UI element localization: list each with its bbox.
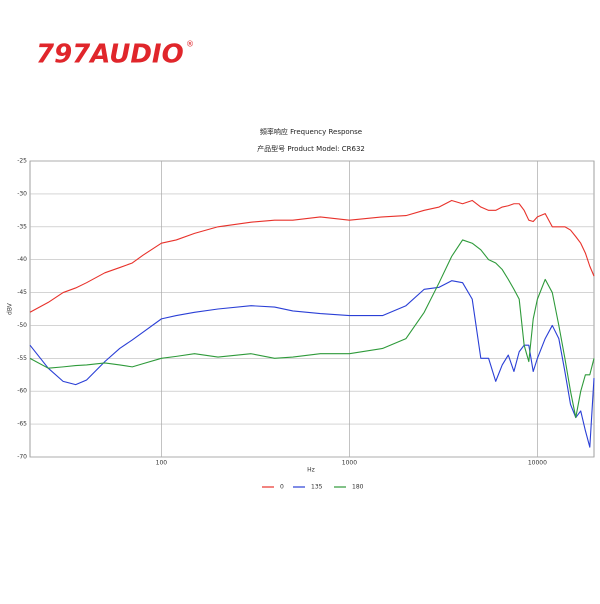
x-tick-label: 10000 xyxy=(528,460,547,467)
x-tick-label: 100 xyxy=(156,460,168,467)
y-tick-label: -45 xyxy=(17,289,27,296)
y-tick-label: -65 xyxy=(17,421,27,428)
y-tick-label: -70 xyxy=(17,454,27,461)
x-axis-label: Hz xyxy=(307,467,315,474)
series-line xyxy=(29,280,595,448)
chart-subtitle: 产品型号 Product Model: CR632 xyxy=(257,144,365,153)
x-tick-label: 1000 xyxy=(342,460,357,467)
legend-label: 135 xyxy=(311,484,323,491)
y-tick-label: -40 xyxy=(17,256,27,263)
legend-label: 0 xyxy=(280,484,284,491)
y-tick-label: -25 xyxy=(17,158,27,165)
chart-title: 頻率响应 Frequency Response xyxy=(260,127,362,136)
legend-label: 180 xyxy=(352,484,364,491)
series-line xyxy=(29,199,595,313)
logo: 797AUDIO xyxy=(36,40,184,70)
series-line xyxy=(29,239,595,419)
y-tick-label: -55 xyxy=(17,355,27,362)
logo-mark: ® xyxy=(186,40,194,49)
y-tick-label: -60 xyxy=(17,388,27,395)
y-axis-label: dBV xyxy=(7,302,14,315)
y-tick-label: -30 xyxy=(17,190,27,197)
y-tick-label: -50 xyxy=(17,322,27,329)
y-tick-label: -35 xyxy=(17,223,27,230)
